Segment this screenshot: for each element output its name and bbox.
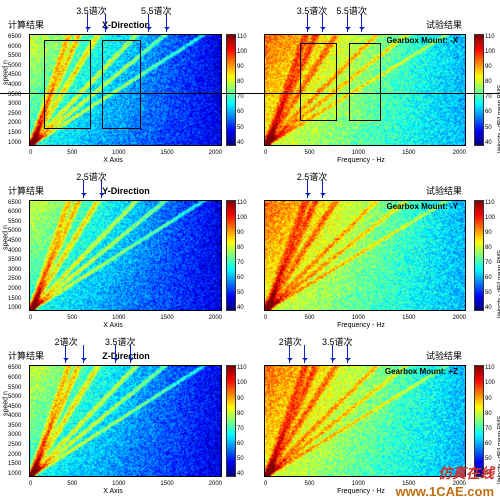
direction-title: X-Direction [102,20,150,30]
order-label: 2谱次 [55,335,78,348]
annotation-arrow [83,345,84,363]
spectrogram [264,365,466,477]
colorbar [474,365,484,477]
y-axis-label: speed n [3,60,10,85]
order-label: 2.5谱次 [76,170,107,183]
colorbar [226,365,236,477]
spectrogram [264,200,466,312]
order-label: 3.5谱次 [105,335,136,348]
y-axis-label: speed n [3,391,10,416]
x-axis-label: X Axis [4,157,222,164]
order-label: 3.5谱次 [322,335,353,348]
colorbar [474,200,484,312]
panel-x-left: 3.5谱次5.5谱次计算结果X-Direction110100908070605… [4,4,248,166]
mount-title: Gearbox Mount: -X [386,36,458,45]
colorbar [474,34,484,146]
panel-x-right: 3.5谱次5.5谱次试验结果Gearbox Mount: -X110100908… [252,4,496,166]
spectrogram [264,34,466,146]
order-label: 2谱次 [279,335,302,348]
order-label: 3.5谱次 [297,4,328,17]
order-label: 5.5谱次 [141,4,172,17]
x-axis-label: X Axis [4,322,222,329]
x-axis-label: Frequency - Hz [252,322,470,329]
panel-y-left: 2.5谱次计算结果Y-Direction11010090807060504005… [4,170,248,332]
mount-title: Gearbox Mount: -Y [386,202,458,211]
calc-result-label: 计算结果 [8,18,44,31]
watermark-text: 仿真在线 [438,463,494,483]
exp-result-label: 试验结果 [426,349,462,362]
mount-title: Gearbox Mount: +Z [385,367,458,376]
order-label: 3.5谱次 [76,4,107,17]
exp-result-label: 试验结果 [426,184,462,197]
colorbar [226,34,236,146]
y-axis-label: speed n [3,226,10,251]
colorbar [226,200,236,312]
exp-result-label: 试验结果 [426,18,462,31]
annotation-arrow [304,345,305,363]
spectrogram [29,200,222,312]
direction-title: Z-Direction [102,351,150,361]
x-axis-label: Frequency - Hz [252,157,470,164]
horizontal-rule [0,93,500,94]
calc-result-label: 计算结果 [8,184,44,197]
watermark-url: www.1CAE.com [396,484,494,499]
chart-grid: 3.5谱次5.5谱次计算结果X-Direction110100908070605… [0,0,500,501]
panel-z-left: 2谱次3.5谱次计算结果Z-Direction11010090807060504… [4,335,248,497]
x-axis-label: X Axis [4,488,222,495]
order-label: 5.5谱次 [336,4,367,17]
order-label: 2.5谱次 [297,170,328,183]
direction-title: Y-Direction [102,186,150,196]
calc-result-label: 计算结果 [8,349,44,362]
spectrogram [29,34,222,146]
spectrogram [29,365,222,477]
panel-y-right: 2.5谱次试验结果Gearbox Mount: -Y11010090807060… [252,170,496,332]
